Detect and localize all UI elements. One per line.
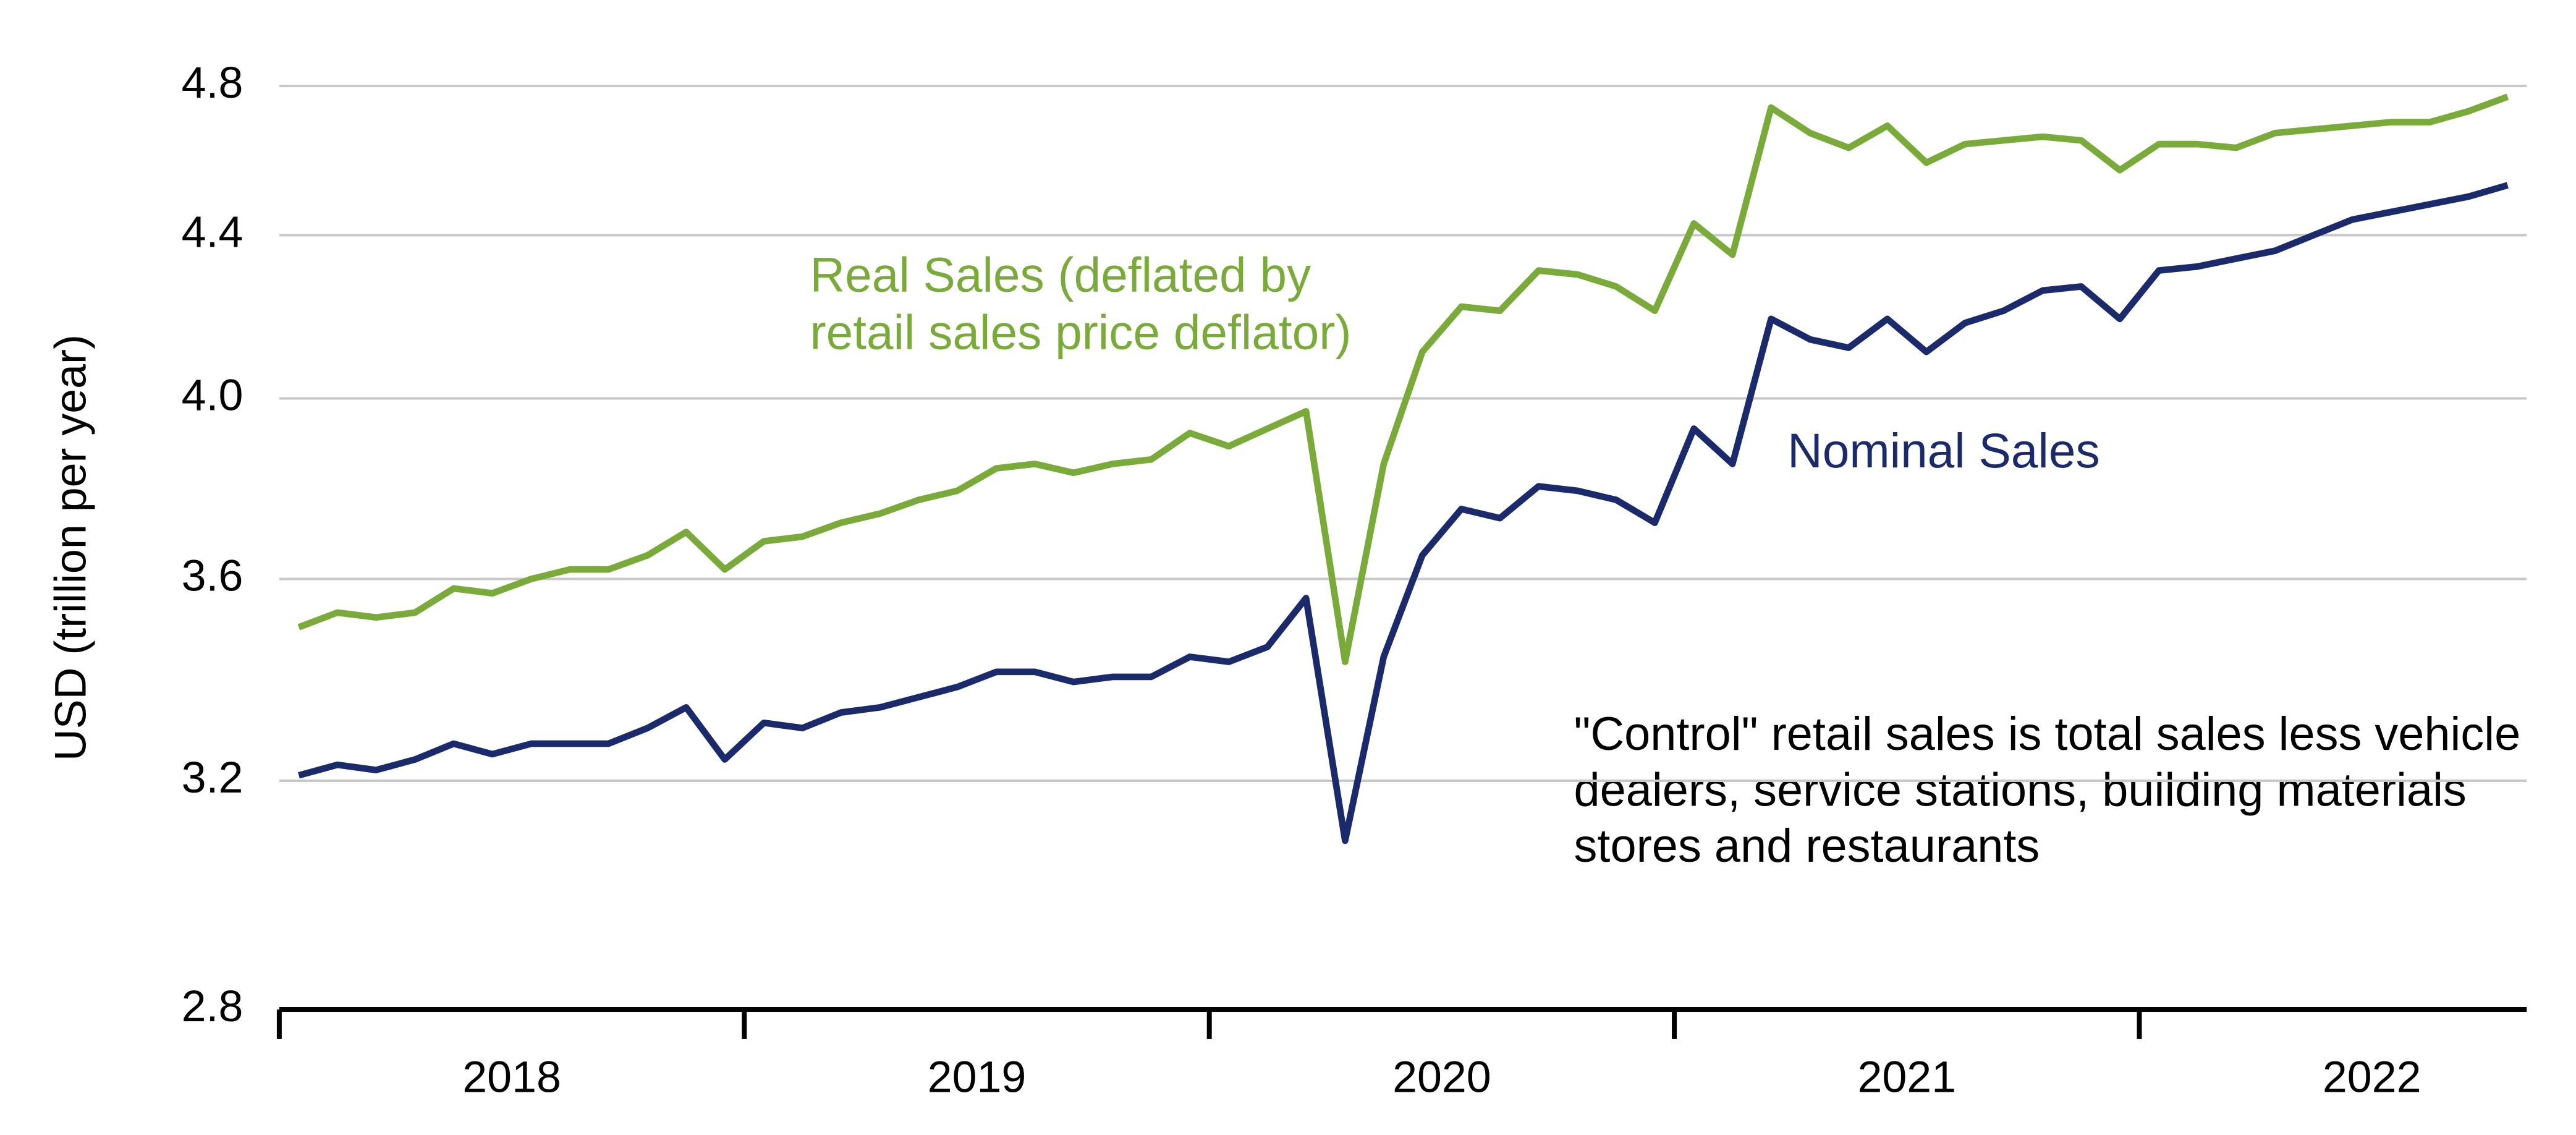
annotation: "Control" retail sales is total sales le… (1574, 708, 2521, 874)
y-tick-label: 2.8 (182, 982, 244, 1031)
x-tick-label: 2019 (928, 1052, 1027, 1102)
x-tick-label: 2022 (2323, 1052, 2421, 1102)
annotation-box: "Control" retail sales is total sales le… (1574, 708, 2521, 874)
series-label: Nominal Sales (1787, 424, 2100, 479)
x-tick-label: 2018 (462, 1052, 561, 1102)
series-label-box: Nominal Sales (1787, 424, 2100, 479)
series-line (298, 182, 2509, 844)
y-tick-label: 4.8 (182, 58, 244, 108)
y-tick-label: 3.2 (182, 753, 244, 802)
y-tick-label: 4.0 (182, 370, 244, 420)
y-axis-title: USD (trillion per year) (46, 334, 96, 761)
series-label: Real Sales (deflated by retail sales pri… (810, 249, 1352, 362)
y-tick-label: 4.4 (182, 207, 244, 257)
series-label-box: Real Sales (deflated by retail sales pri… (810, 249, 1352, 362)
y-tick-label: 3.6 (182, 551, 244, 600)
series-line (297, 93, 2509, 665)
x-tick-label: 2021 (1857, 1052, 1956, 1102)
x-tick-label: 2020 (1392, 1052, 1491, 1102)
